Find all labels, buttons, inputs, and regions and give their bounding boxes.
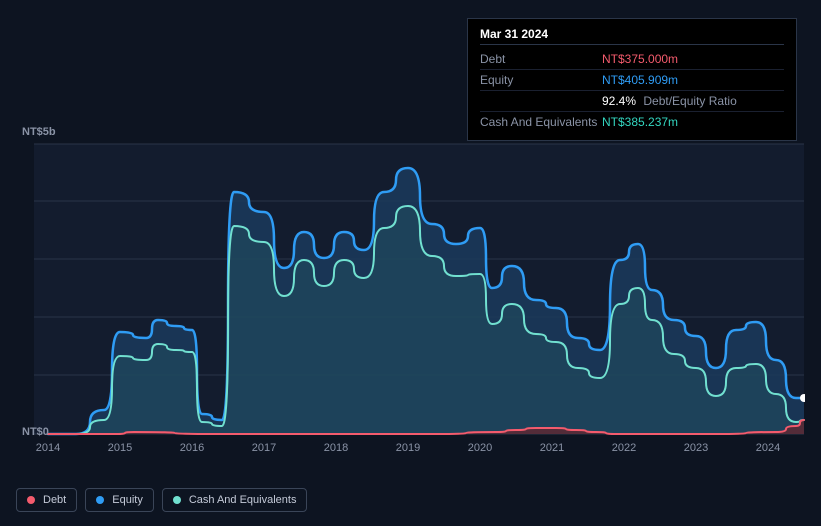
- legend-item-debt[interactable]: Debt: [16, 488, 77, 512]
- y-axis-label-bottom: NT$0: [22, 426, 49, 438]
- tooltip-ratio-label: Debt/Equity Ratio: [643, 94, 736, 108]
- x-axis-tick: 2014: [36, 442, 60, 454]
- legend-label: Equity: [112, 494, 143, 506]
- legend-label: Cash And Equivalents: [189, 494, 297, 506]
- legend-item-equity[interactable]: Equity: [85, 488, 154, 512]
- x-axis-tick: 2023: [684, 442, 708, 454]
- legend-item-cash[interactable]: Cash And Equivalents: [162, 488, 308, 512]
- legend-dot-icon: [173, 496, 181, 504]
- tooltip-ratio-value: 92.4%: [602, 94, 636, 108]
- tooltip-row-debt: Debt NT$375.000m: [480, 49, 784, 70]
- chart-container: NT$5b NT$0 2014 2015 2016 2017 2018 2019 2020 2…: [16, 120, 805, 470]
- x-axis-tick: 2024: [756, 442, 780, 454]
- area-chart[interactable]: [16, 120, 805, 440]
- x-axis-tick: 2022: [612, 442, 636, 454]
- tooltip-equity-label: Equity: [480, 73, 602, 87]
- tooltip-date: Mar 31 2024: [480, 27, 784, 45]
- tooltip-debt-value: NT$375.000m: [602, 52, 678, 66]
- x-axis-tick: 2019: [396, 442, 420, 454]
- tooltip-ratio-spacer: [480, 94, 602, 108]
- x-axis-tick: 2015: [108, 442, 132, 454]
- legend-dot-icon: [96, 496, 104, 504]
- tooltip-row-ratio: 92.4% Debt/Equity Ratio: [480, 91, 784, 112]
- legend-dot-icon: [27, 496, 35, 504]
- chart-legend: Debt Equity Cash And Equivalents: [16, 488, 307, 512]
- x-axis-tick: 2016: [180, 442, 204, 454]
- y-axis-label-top: NT$5b: [22, 126, 56, 138]
- x-axis-tick: 2020: [468, 442, 492, 454]
- legend-label: Debt: [43, 494, 66, 506]
- tooltip-equity-value: NT$405.909m: [602, 73, 678, 87]
- tooltip-row-equity: Equity NT$405.909m: [480, 70, 784, 91]
- tooltip-debt-label: Debt: [480, 52, 602, 66]
- x-axis-tick: 2017: [252, 442, 276, 454]
- x-axis-tick: 2018: [324, 442, 348, 454]
- x-axis-tick: 2021: [540, 442, 564, 454]
